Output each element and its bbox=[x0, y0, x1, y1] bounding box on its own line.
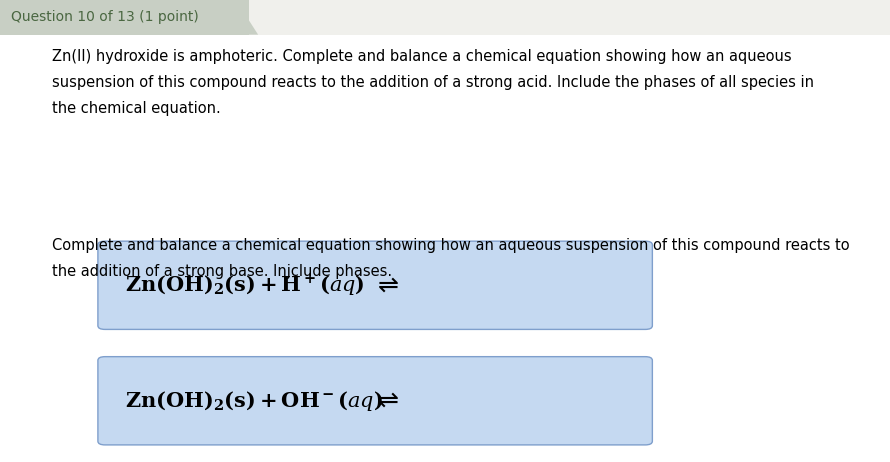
Text: $\mathbf{Zn(OH)_2(s) + H^+(}$$\mathit{aq}$$\mathbf{)}$: $\mathbf{Zn(OH)_2(s) + H^+(}$$\mathit{aq… bbox=[125, 273, 364, 298]
Polygon shape bbox=[0, 0, 258, 35]
FancyBboxPatch shape bbox=[98, 241, 652, 329]
Text: ⇌: ⇌ bbox=[378, 389, 400, 413]
FancyBboxPatch shape bbox=[0, 0, 249, 35]
Text: Question 10 of 13 (1 point): Question 10 of 13 (1 point) bbox=[11, 10, 198, 24]
Text: the chemical equation.: the chemical equation. bbox=[52, 101, 221, 116]
FancyBboxPatch shape bbox=[98, 357, 652, 445]
Text: Complete and balance a chemical equation showing how an aqueous suspension of th: Complete and balance a chemical equation… bbox=[52, 238, 849, 253]
Text: suspension of this compound reacts to the addition of a strong acid. Include the: suspension of this compound reacts to th… bbox=[52, 75, 813, 90]
FancyBboxPatch shape bbox=[0, 35, 890, 462]
Text: Zn(II) hydroxide is amphoteric. Complete and balance a chemical equation showing: Zn(II) hydroxide is amphoteric. Complete… bbox=[52, 49, 791, 63]
Text: the addition of a strong base. Injclude phases.: the addition of a strong base. Injclude … bbox=[52, 264, 392, 279]
Text: $\mathbf{Zn(OH)_2(s) + OH^-(}$$\mathit{aq}$$\mathbf{)}$: $\mathbf{Zn(OH)_2(s) + OH^-(}$$\mathit{a… bbox=[125, 389, 383, 413]
Text: ⇌: ⇌ bbox=[378, 274, 400, 297]
